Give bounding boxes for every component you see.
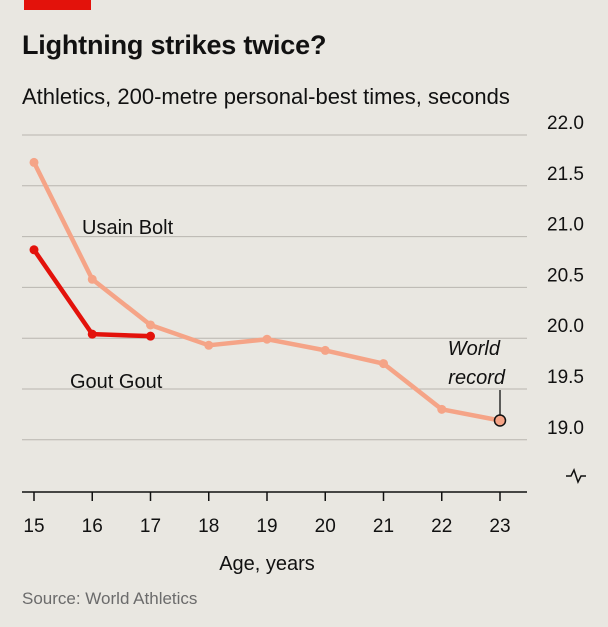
x-tick-label: 20	[315, 516, 336, 537]
label-layer: Usain Bolt Gout Gout World record	[70, 217, 507, 427]
x-tick-label: 17	[140, 516, 161, 537]
x-tick-label: 18	[198, 516, 219, 537]
series-line-gout-gout	[31, 247, 153, 339]
data-point	[87, 329, 97, 339]
y-tick-label: 21.5	[547, 164, 584, 185]
x-tick-label: 16	[82, 516, 103, 537]
x-tick-label: 21	[373, 516, 394, 537]
y-tick-label: 21.0	[547, 215, 584, 236]
x-tick-label: 15	[23, 516, 44, 537]
chart-title: Lightning strikes twice?	[22, 30, 327, 60]
data-point	[262, 334, 272, 344]
data-point	[320, 345, 330, 355]
source-note: Source: World Athletics	[22, 589, 198, 608]
data-point	[146, 331, 155, 341]
chart-subtitle: Athletics, 200-metre personal-best times…	[22, 84, 510, 109]
x-axis-label: Age, years	[219, 553, 315, 575]
grid-layer	[22, 134, 527, 441]
annotation-world: World	[448, 338, 501, 360]
accent-bar	[24, 0, 91, 10]
x-tick-label: 23	[489, 516, 510, 537]
data-point	[437, 404, 447, 414]
data-point	[379, 359, 388, 369]
y-tick-label: 20.0	[547, 316, 584, 337]
data-point	[29, 157, 39, 167]
y-tick-label: 19.0	[547, 418, 584, 439]
y-tick-label: 20.5	[547, 265, 584, 286]
axis-layer: 22.0 21.5 21.0 20.5 20.0 19.5 19.0 15 16 17 18 19 20…	[22, 113, 586, 575]
y-tick-label: 22.0	[547, 113, 584, 134]
y-tick-label: 19.5	[547, 367, 584, 388]
data-point	[146, 320, 155, 330]
axis-break-icon	[566, 468, 586, 484]
data-point	[29, 245, 39, 255]
series-label-gout-gout: Gout Gout	[70, 371, 163, 393]
data-point	[87, 274, 97, 284]
annotation-record: record	[448, 367, 506, 389]
x-tick-label: 19	[256, 516, 277, 537]
world-record-marker	[493, 414, 507, 427]
series-label-usain-bolt: Usain Bolt	[82, 217, 174, 239]
x-tick-label: 22	[431, 516, 452, 537]
data-point	[204, 340, 214, 350]
